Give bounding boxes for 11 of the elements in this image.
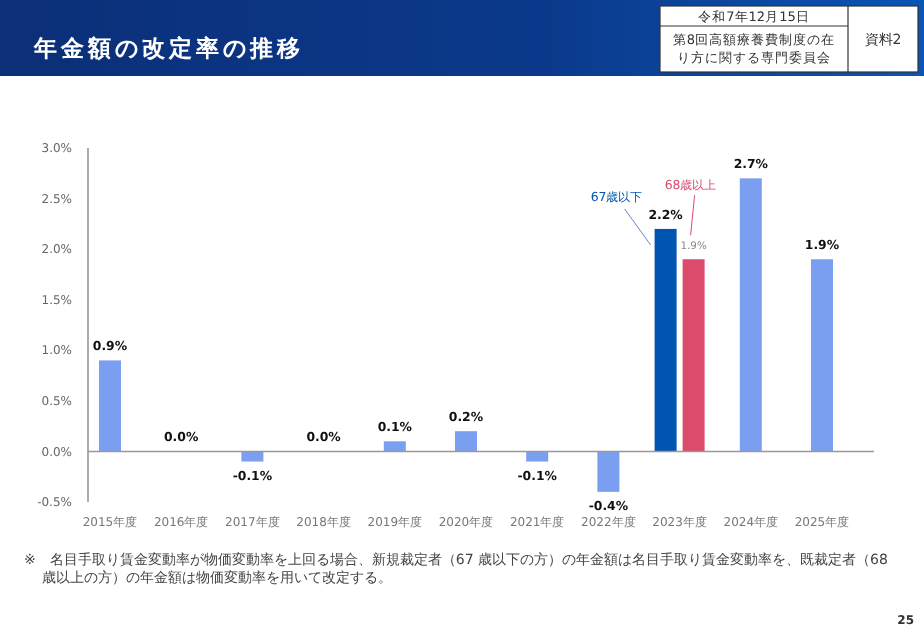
bar bbox=[241, 451, 264, 462]
bar bbox=[455, 431, 477, 452]
bar bbox=[383, 441, 406, 452]
bar bbox=[526, 451, 549, 462]
bar bbox=[682, 259, 705, 452]
bar bbox=[99, 360, 121, 452]
chart-title: 年金額の改定率の推移 bbox=[32, 34, 304, 62]
bar bbox=[597, 451, 620, 492]
bar bbox=[739, 178, 762, 452]
bar bbox=[811, 259, 833, 452]
bar bbox=[654, 228, 677, 452]
